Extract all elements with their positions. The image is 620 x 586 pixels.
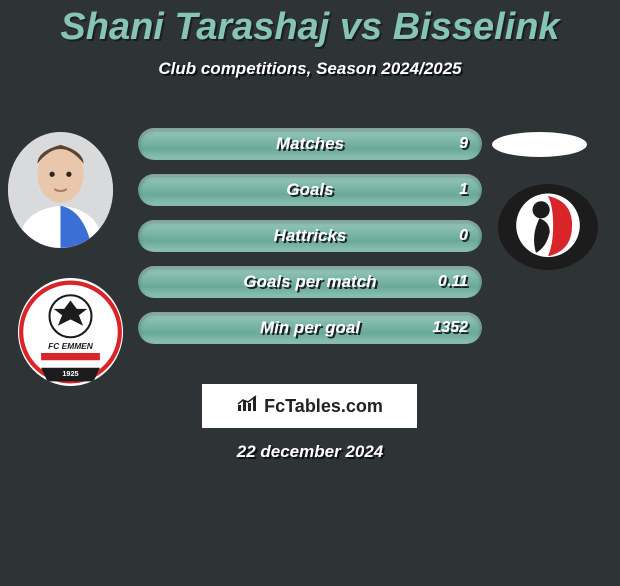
stat-value: 1 <box>459 174 468 206</box>
stat-value: 0 <box>459 220 468 252</box>
stat-label: Matches <box>138 128 482 160</box>
page-subtitle: Club competitions, Season 2024/2025 <box>0 59 620 79</box>
stat-row-goals: Goals 1 <box>138 174 482 206</box>
page-title: Shani Tarashaj vs Bisselink <box>0 6 620 49</box>
stat-row-goals-per-match: Goals per match 0.11 <box>138 266 482 298</box>
stat-value: 0.11 <box>438 266 468 298</box>
stat-label: Goals <box>138 174 482 206</box>
stat-value: 1352 <box>432 312 468 344</box>
source-logo-text: FcTables.com <box>264 396 383 417</box>
club-right-badge <box>498 184 598 270</box>
stats-bars: Matches 9 Goals 1 Hattricks 0 Goals per … <box>138 128 482 358</box>
source-logo: FcTables.com <box>202 384 417 428</box>
stat-label: Goals per match <box>138 266 482 298</box>
stat-value: 9 <box>459 128 468 160</box>
stat-row-matches: Matches 9 <box>138 128 482 160</box>
club-left-badge: FC EMMEN 1925 <box>18 278 123 386</box>
snapshot-date: 22 december 2024 <box>0 442 620 462</box>
stat-label: Hattricks <box>138 220 482 252</box>
club-right-icon <box>498 184 598 270</box>
stat-label: Min per goal <box>138 312 482 344</box>
club-emmen-name: FC EMMEN <box>48 341 94 351</box>
chart-icon <box>236 395 258 418</box>
stat-row-min-per-goal: Min per goal 1352 <box>138 312 482 344</box>
player-right-photo <box>492 132 587 157</box>
player-left-photo <box>8 132 113 248</box>
avatar-icon <box>8 132 113 248</box>
svg-text:1925: 1925 <box>62 369 78 378</box>
club-emmen-icon: FC EMMEN 1925 <box>18 278 123 386</box>
stat-row-hattricks: Hattricks 0 <box>138 220 482 252</box>
